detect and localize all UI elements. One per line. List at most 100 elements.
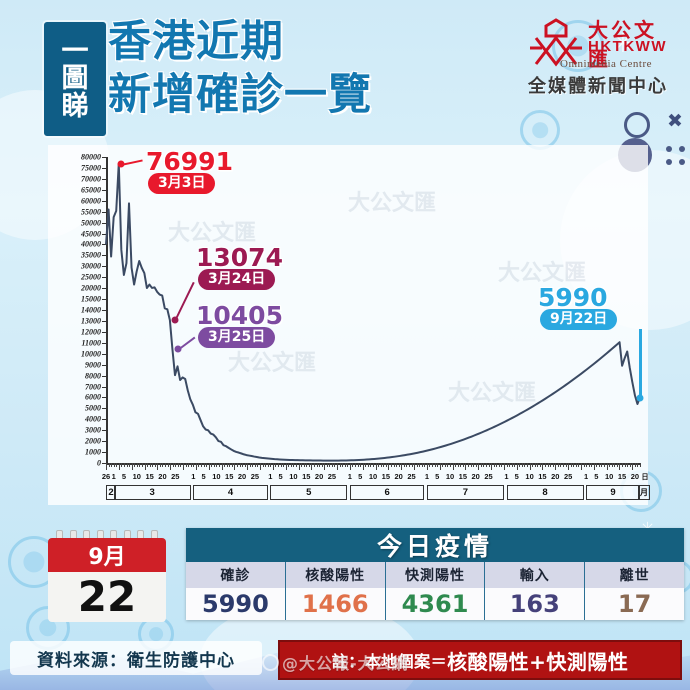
x-axis-tick: [470, 463, 472, 467]
x-axis-tick: [578, 463, 580, 467]
table-cell-value: 5990: [186, 588, 286, 620]
annotation-date-pill: 3月24日: [198, 269, 276, 291]
x-axis-day-label: 20: [471, 472, 480, 481]
x-axis-day-unit: 日: [641, 474, 649, 481]
x-axis-tick: [614, 463, 616, 467]
x-axis-tick: [329, 463, 331, 467]
x-axis-tick: [378, 463, 380, 467]
y-axis-tick: [102, 430, 107, 432]
x-axis-day-label: 10: [368, 472, 378, 481]
x-axis-day-label: 5: [435, 472, 440, 481]
y-axis-tick-label: 50000: [81, 218, 101, 228]
x-axis-tick: [319, 463, 321, 467]
x-axis-tick: [159, 463, 161, 467]
x-axis-day-label: 5: [278, 472, 283, 481]
y-axis-tick-label: 5000: [85, 403, 101, 413]
x-axis-tick: [583, 463, 585, 467]
y-axis-tick-label: 6000: [85, 392, 101, 402]
x-axis-tick: [278, 463, 279, 467]
calendar-rings: [56, 530, 158, 545]
y-axis-tick: [102, 233, 107, 235]
x-axis-tick: [501, 463, 503, 467]
x-axis-tick: [524, 463, 526, 467]
x-axis-tick: [295, 463, 297, 467]
x-axis-tick: [267, 463, 269, 467]
x-axis-day-label: 5: [594, 472, 599, 481]
x-axis-day-label: 10: [289, 472, 298, 481]
y-axis-tick: [102, 200, 107, 202]
x-axis-tick: [211, 463, 213, 467]
x-axis-day-label: 15: [538, 472, 547, 481]
x-axis-tick: [426, 463, 428, 470]
x-axis-tick: [439, 463, 441, 470]
x-axis-tick: [134, 463, 136, 467]
x-axis-tick: [303, 463, 305, 467]
x-axis-tick: [126, 463, 128, 467]
annotation-value: 5990: [538, 283, 608, 312]
x-axis-tick: [473, 463, 475, 467]
x-axis-tick: [447, 463, 449, 467]
x-axis-day-label: 25: [484, 472, 493, 481]
x-axis-month-unit: 月: [638, 485, 650, 500]
x-axis-tick: [575, 463, 577, 467]
table-value-row: 5990 1466 4361 163 17: [186, 588, 684, 620]
x-axis-tick: [380, 463, 382, 467]
annotation-date-pill: 9月22日: [540, 309, 618, 331]
x-axis-tick: [562, 463, 564, 467]
x-axis-tick: [301, 463, 303, 467]
data-source-label: 資料來源：衛生防護中心: [10, 641, 262, 675]
x-axis-month-box: 7: [426, 485, 504, 500]
x-axis-tick: [568, 463, 570, 470]
x-axis-tick: [483, 463, 485, 467]
x-axis-tick: [347, 463, 349, 467]
x-axis-day-label: 15: [617, 472, 627, 481]
x-axis-day-label: 15: [225, 472, 234, 481]
y-axis-tick: [102, 266, 107, 268]
x-axis-tick: [265, 463, 267, 467]
x-axis-tick: [344, 463, 346, 467]
y-axis-tick: [102, 320, 107, 322]
x-axis-tick: [229, 463, 231, 467]
x-axis-tick: [144, 463, 146, 470]
x-axis-tick: [254, 463, 256, 467]
x-axis-day-label: 15: [381, 472, 390, 481]
x-axis-tick: [529, 463, 531, 470]
x-axis-tick: [390, 463, 392, 467]
x-axis-tick: [388, 463, 390, 470]
x-axis-tick: [152, 463, 154, 467]
y-axis-tick-label: 14000: [81, 305, 101, 315]
x-axis-tick: [177, 463, 179, 467]
y-axis-tick: [102, 157, 107, 158]
x-axis-tick: [503, 463, 505, 470]
weibo-icon: [262, 654, 279, 671]
x-axis-tick: [360, 463, 362, 467]
x-axis-tick: [183, 463, 185, 470]
x-axis-tick: [206, 463, 208, 467]
x-axis-tick: [375, 463, 377, 470]
x-axis-tick: [147, 463, 149, 467]
y-axis-tick: [102, 189, 107, 191]
annotation-date-pill: 3月25日: [198, 327, 276, 349]
x-axis-tick: [485, 463, 487, 467]
x-axis-day-label: 15: [302, 472, 311, 481]
x-axis-tick: [293, 463, 295, 467]
x-axis-day-label: 25: [171, 472, 180, 481]
y-axis-tick-label: 0: [97, 458, 101, 468]
x-axis-tick: [640, 463, 641, 467]
x-axis-day-label: 25: [250, 472, 260, 481]
x-axis-tick: [324, 463, 326, 470]
x-axis-tick: [593, 463, 595, 470]
x-axis-tick: [200, 463, 202, 467]
x-axis-tick: [290, 463, 292, 467]
logo-name-en: HKTKWW: [588, 38, 667, 55]
table-column-header: 確診: [186, 562, 286, 588]
x-axis-tick: [419, 463, 421, 467]
x-axis-tick: [298, 463, 300, 470]
x-axis-tick: [352, 463, 354, 467]
x-axis-tick: [403, 463, 405, 467]
x-axis-tick: [260, 463, 262, 470]
x-axis-day-label: 20: [314, 472, 324, 481]
x-axis-tick: [457, 463, 459, 467]
x-axis-day-label: 1: [347, 472, 352, 481]
x-axis-tick: [136, 463, 138, 467]
